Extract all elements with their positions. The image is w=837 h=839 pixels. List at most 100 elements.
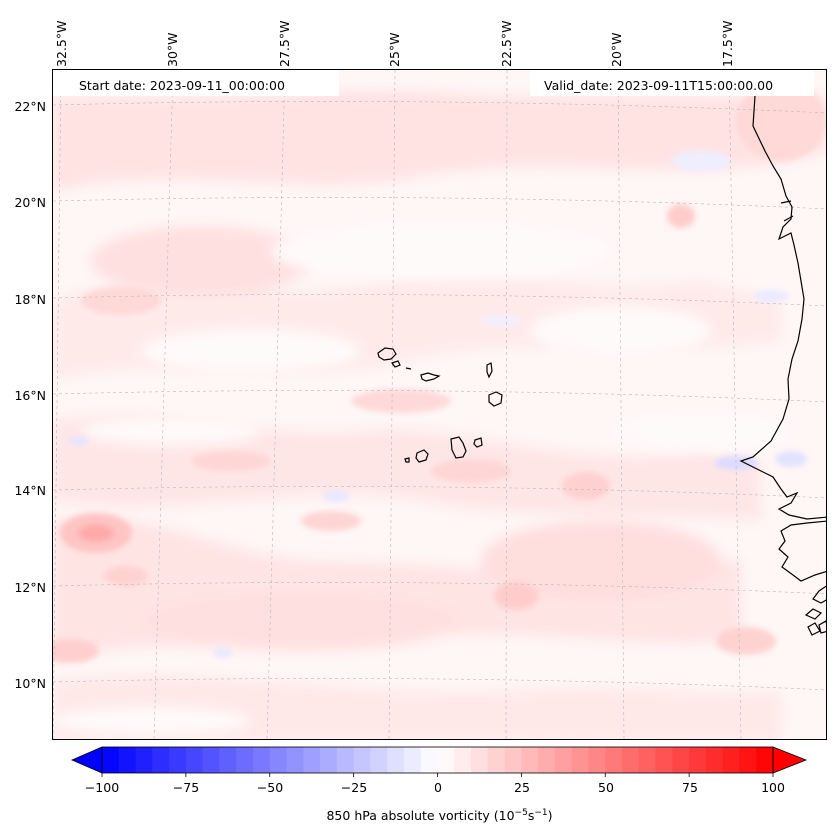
island-bijagos-1 xyxy=(804,608,823,620)
colorbar-swatch xyxy=(252,747,271,773)
lat-label-18n: 18°N xyxy=(14,292,46,307)
colorbar-tick-label: −25 xyxy=(340,780,368,795)
parallel-18n xyxy=(53,294,826,307)
colorbar-label-exp2: −1 xyxy=(534,808,548,818)
start-date-label: Start date: 2023-09-11_00:00:00 xyxy=(53,70,339,96)
colorbar-swatch xyxy=(102,747,120,773)
island-brava xyxy=(404,457,410,463)
colorbar-label-exp1: −5 xyxy=(514,808,528,818)
colorbar-swatch xyxy=(655,747,673,773)
colorbar-tick-label: −50 xyxy=(256,780,284,795)
lat-label-10n: 10°N xyxy=(14,676,46,691)
colorbar-swatch xyxy=(336,747,355,773)
colorbar-swatch xyxy=(219,747,237,773)
colorbar-label-mid: s xyxy=(527,808,535,824)
colorbar-tick-label: 25 xyxy=(514,780,530,795)
colorbar-tick-marks xyxy=(101,773,774,777)
colorbar-swatch xyxy=(152,747,170,773)
colorbar-swatch xyxy=(403,747,422,773)
lat-label-20n: 20°N xyxy=(14,195,46,210)
island-sao-vicente xyxy=(391,360,401,368)
island-santo-antao xyxy=(377,347,397,361)
start-date-text: Start date: 2023-09-11_00:00:00 xyxy=(79,78,285,93)
meridian-17-5w xyxy=(728,70,742,739)
colorbar-swatch xyxy=(353,747,371,773)
colorbar-swatch xyxy=(437,747,455,773)
island-fogo xyxy=(415,449,429,463)
colorbar-swatch xyxy=(521,747,539,773)
island-boa-vista xyxy=(488,391,503,407)
colorbar-tick-label: 0 xyxy=(434,780,442,795)
colorbar-swatch xyxy=(504,747,522,773)
colorbar-tick-label: −100 xyxy=(84,780,120,795)
colorbar-swatch xyxy=(672,747,690,773)
meridian-22-5w xyxy=(505,70,508,739)
negative-vorticity-patches xyxy=(69,151,807,658)
colorbar-swatch xyxy=(571,747,589,773)
parallel-20n xyxy=(53,197,826,210)
meridian-32-5w xyxy=(53,70,62,739)
valid-date-label: Valid_date: 2023-09-11T15:00:00.00 xyxy=(530,70,814,96)
valid-date-text: Valid_date: 2023-09-11T15:00:00.00 xyxy=(544,78,774,93)
coastline-west-africa xyxy=(739,70,826,520)
island-santa-luzia xyxy=(405,367,412,370)
colorbar-swatch xyxy=(471,747,489,773)
island-maio xyxy=(473,437,483,448)
colorbar-swatch xyxy=(487,747,506,773)
coastline-detail-1 xyxy=(780,200,792,204)
parallel-14n xyxy=(53,486,826,499)
colorbar-swatch xyxy=(303,747,321,773)
lat-label-22n: 22°N xyxy=(14,99,46,114)
colorbar-swatch xyxy=(370,747,388,773)
lat-label-14n: 14°N xyxy=(14,483,46,498)
parallel-10n xyxy=(53,678,826,691)
colorbar-swatch xyxy=(387,747,405,773)
colorbar-swatch xyxy=(269,747,288,773)
colorbar-swatch xyxy=(554,747,573,773)
near-zero-regions xyxy=(53,221,791,735)
colorbar-tick-label: −75 xyxy=(172,780,200,795)
parallel-12n xyxy=(53,582,826,595)
colorbar-tick-label: 50 xyxy=(598,780,614,795)
colorbar-tick-label: 75 xyxy=(682,780,698,795)
colorbar-swatch xyxy=(739,747,757,773)
colorbar-swatch xyxy=(236,747,254,773)
colorbar-swatch xyxy=(689,747,707,773)
colorbar-swatch xyxy=(705,747,724,773)
coastline-guinea-bissau xyxy=(778,520,826,582)
colorbar-swatch xyxy=(420,747,438,773)
island-sal xyxy=(486,362,493,379)
colorbar-swatch xyxy=(538,747,556,773)
meridian-27-5w xyxy=(266,70,286,739)
colorbar-label-main: 850 hPa absolute vorticity (10 xyxy=(326,808,515,824)
colorbar-extend-min xyxy=(70,746,103,774)
colorbar-swatch xyxy=(756,747,774,773)
coastline-detail-2 xyxy=(783,215,794,222)
island-bijagos-3 xyxy=(818,620,826,634)
island-santiago xyxy=(450,436,467,459)
coastline-guinea xyxy=(812,585,826,604)
positive-vorticity-maxima xyxy=(53,81,826,663)
meridian-20w xyxy=(617,70,625,739)
colorbar-swatch xyxy=(135,747,153,773)
colorbar-swatch xyxy=(454,747,472,773)
colorbar-swatch xyxy=(169,747,187,773)
coastlines xyxy=(377,70,826,636)
colorbar-swatch xyxy=(118,747,137,773)
parallel-16n xyxy=(53,390,826,403)
map-canvas xyxy=(53,70,826,739)
colorbar-swatch xyxy=(722,747,740,773)
colorbar-label: 850 hPa absolute vorticity (10−5s−1) xyxy=(0,808,837,823)
colorbar-swatch xyxy=(185,747,204,773)
vorticity-map xyxy=(52,69,827,740)
colorbar-swatch xyxy=(605,747,623,773)
colorbar-swatch xyxy=(622,747,640,773)
colorbar-swatch xyxy=(320,747,338,773)
meridian-30w xyxy=(153,70,174,739)
colorbar-label-end: ) xyxy=(547,808,553,824)
colorbar-swatch xyxy=(588,747,606,773)
parallel-22n xyxy=(53,101,826,114)
graticule xyxy=(53,70,826,739)
colorbar-swatches xyxy=(102,747,774,773)
